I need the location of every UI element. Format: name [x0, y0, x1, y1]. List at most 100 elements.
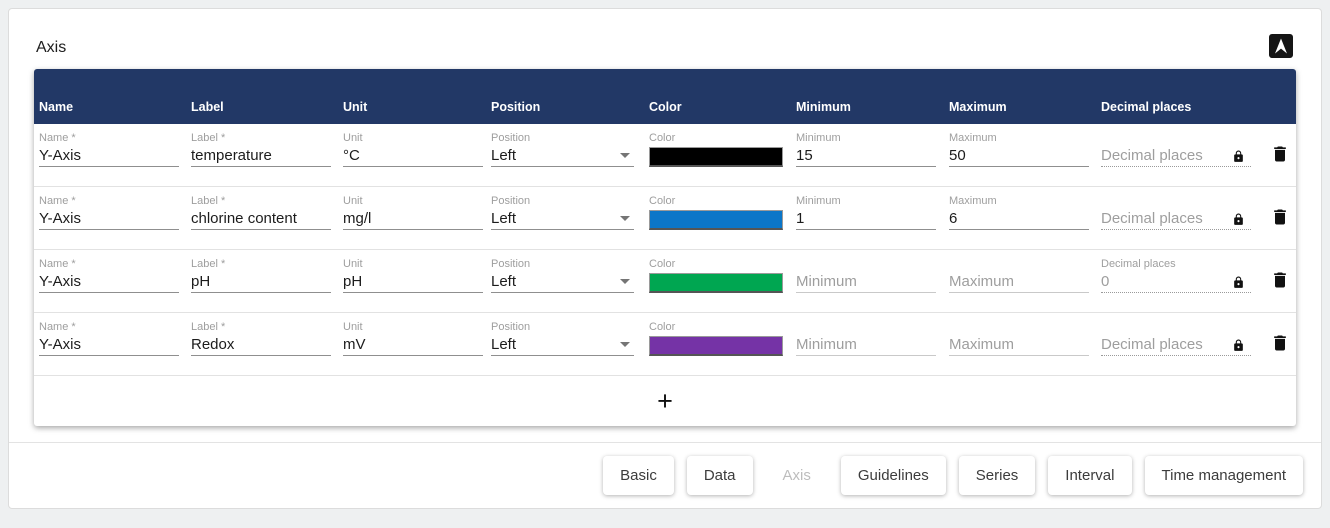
nav-button-time-management[interactable]: Time management — [1144, 456, 1303, 495]
chevron-down-icon — [620, 279, 630, 284]
lock-icon — [1232, 149, 1245, 164]
decimal-places-input[interactable]: Decimal places — [1101, 208, 1251, 230]
minimum-input[interactable]: Minimum — [796, 271, 936, 293]
minimum-input[interactable]: 15 — [796, 145, 936, 167]
position-cell: Position Left — [491, 250, 649, 293]
nav-button-guidelines[interactable]: Guidelines — [840, 456, 946, 495]
decimal-places-cell: Decimal places 0 — [1101, 250, 1264, 293]
color-field-label: Color — [649, 321, 676, 333]
nav-button-interval[interactable]: Interval — [1048, 456, 1132, 495]
maximum-input[interactable]: 6 — [949, 208, 1089, 230]
position-select[interactable]: Left — [491, 208, 634, 230]
decimal-places-input[interactable]: Decimal places — [1101, 145, 1251, 167]
name-input[interactable]: Y-Axis — [39, 145, 179, 167]
nav-button-data[interactable]: Data — [686, 456, 753, 495]
nav-button-series[interactable]: Series — [958, 456, 1036, 495]
position-select[interactable]: Left — [491, 271, 634, 293]
decimal-places-input[interactable]: Decimal places — [1101, 334, 1251, 356]
add-axis-row: + — [34, 376, 1296, 426]
column-header-maximum: Maximum — [949, 100, 1007, 114]
table-row: Name * Y-Axis Label * pH Unit pH Positio… — [34, 250, 1296, 313]
unit-cell: Unit mV — [343, 313, 491, 356]
lock-icon — [1232, 275, 1245, 290]
unit-field-label: Unit — [343, 195, 363, 207]
trash-icon — [1270, 209, 1290, 231]
column-header-color: Color — [649, 100, 682, 114]
unit-input[interactable]: mV — [343, 334, 483, 356]
position-cell: Position Left — [491, 313, 649, 356]
label-input[interactable]: Redox — [191, 334, 331, 356]
position-select[interactable]: Left — [491, 145, 634, 167]
axis-table: Name Label Unit Position Color Minimum M… — [34, 69, 1296, 426]
lock-icon — [1232, 338, 1245, 353]
label-input[interactable]: chlorine content — [191, 208, 331, 230]
name-input[interactable]: Y-Axis — [39, 334, 179, 356]
unit-input[interactable]: pH — [343, 271, 483, 293]
maximum-cell: Maximum 6 — [949, 187, 1101, 230]
chevron-down-icon — [620, 153, 630, 158]
chevron-down-icon — [620, 216, 630, 221]
chevron-down-icon — [620, 342, 630, 347]
unit-input[interactable]: °C — [343, 145, 483, 167]
column-header-minimum: Minimum — [796, 100, 851, 114]
maximum-input[interactable]: Maximum — [949, 271, 1089, 293]
delete-row-button[interactable] — [1267, 331, 1293, 357]
unit-cell: Unit pH — [343, 250, 491, 293]
chart-style-icon — [1268, 33, 1294, 62]
column-header-unit: Unit — [343, 100, 368, 114]
delete-row-button[interactable] — [1267, 205, 1293, 231]
name-cell: Name * Y-Axis — [39, 124, 191, 167]
label-field-label: Label * — [191, 321, 226, 333]
name-cell: Name * Y-Axis — [39, 313, 191, 356]
color-swatch[interactable] — [649, 210, 783, 230]
maximum-input[interactable]: Maximum — [949, 334, 1089, 356]
minimum-input[interactable]: Minimum — [796, 334, 936, 356]
color-swatch[interactable] — [649, 147, 783, 167]
maximum-cell: Maximum — [949, 313, 1101, 356]
label-cell: Label * Redox — [191, 313, 343, 356]
label-input[interactable]: temperature — [191, 145, 331, 167]
maximum-cell: Maximum — [949, 250, 1101, 293]
label-input[interactable]: pH — [191, 271, 331, 293]
maximum-cell: Maximum 50 — [949, 124, 1101, 167]
trash-icon — [1270, 272, 1290, 294]
column-header-name: Name — [39, 100, 74, 114]
color-swatch[interactable] — [649, 273, 783, 293]
maximum-field-label: Maximum — [949, 132, 997, 144]
position-field-label: Position — [491, 321, 531, 333]
label-cell: Label * temperature — [191, 124, 343, 167]
axis-settings-card: Axis Name Label Unit Position Color Mini… — [8, 8, 1322, 509]
delete-row-button[interactable] — [1267, 268, 1293, 294]
color-cell: Color — [649, 313, 796, 356]
row-actions — [1264, 124, 1296, 168]
color-swatch[interactable] — [649, 336, 783, 356]
row-actions — [1264, 250, 1296, 294]
maximum-input[interactable]: 50 — [949, 145, 1089, 167]
chart-style-icon-button[interactable] — [1267, 33, 1295, 61]
position-cell: Position Left — [491, 124, 649, 167]
color-field-label: Color — [649, 132, 676, 144]
name-input[interactable]: Y-Axis — [39, 208, 179, 230]
decimal-places-input[interactable]: 0 — [1101, 271, 1251, 293]
minimum-cell: Minimum 1 — [796, 187, 949, 230]
unit-field-label: Unit — [343, 132, 363, 144]
color-field-label: Color — [649, 195, 676, 207]
add-axis-button[interactable]: + — [657, 385, 673, 416]
name-field-label: Name * — [39, 258, 76, 270]
table-row: Name * Y-Axis Label * Redox Unit mV Posi… — [34, 313, 1296, 376]
nav-button-basic[interactable]: Basic — [603, 456, 674, 495]
position-cell: Position Left — [491, 187, 649, 230]
table-header-row: Name Label Unit Position Color Minimum M… — [34, 69, 1296, 124]
minimum-field-label: Minimum — [796, 132, 841, 144]
color-cell: Color — [649, 124, 796, 167]
trash-icon — [1270, 146, 1290, 168]
unit-input[interactable]: mg/l — [343, 208, 483, 230]
name-cell: Name * Y-Axis — [39, 187, 191, 230]
minimum-input[interactable]: 1 — [796, 208, 936, 230]
unit-field-label: Unit — [343, 258, 363, 270]
name-input[interactable]: Y-Axis — [39, 271, 179, 293]
delete-row-button[interactable] — [1267, 142, 1293, 168]
position-select[interactable]: Left — [491, 334, 634, 356]
unit-field-label: Unit — [343, 321, 363, 333]
position-field-label: Position — [491, 258, 531, 270]
